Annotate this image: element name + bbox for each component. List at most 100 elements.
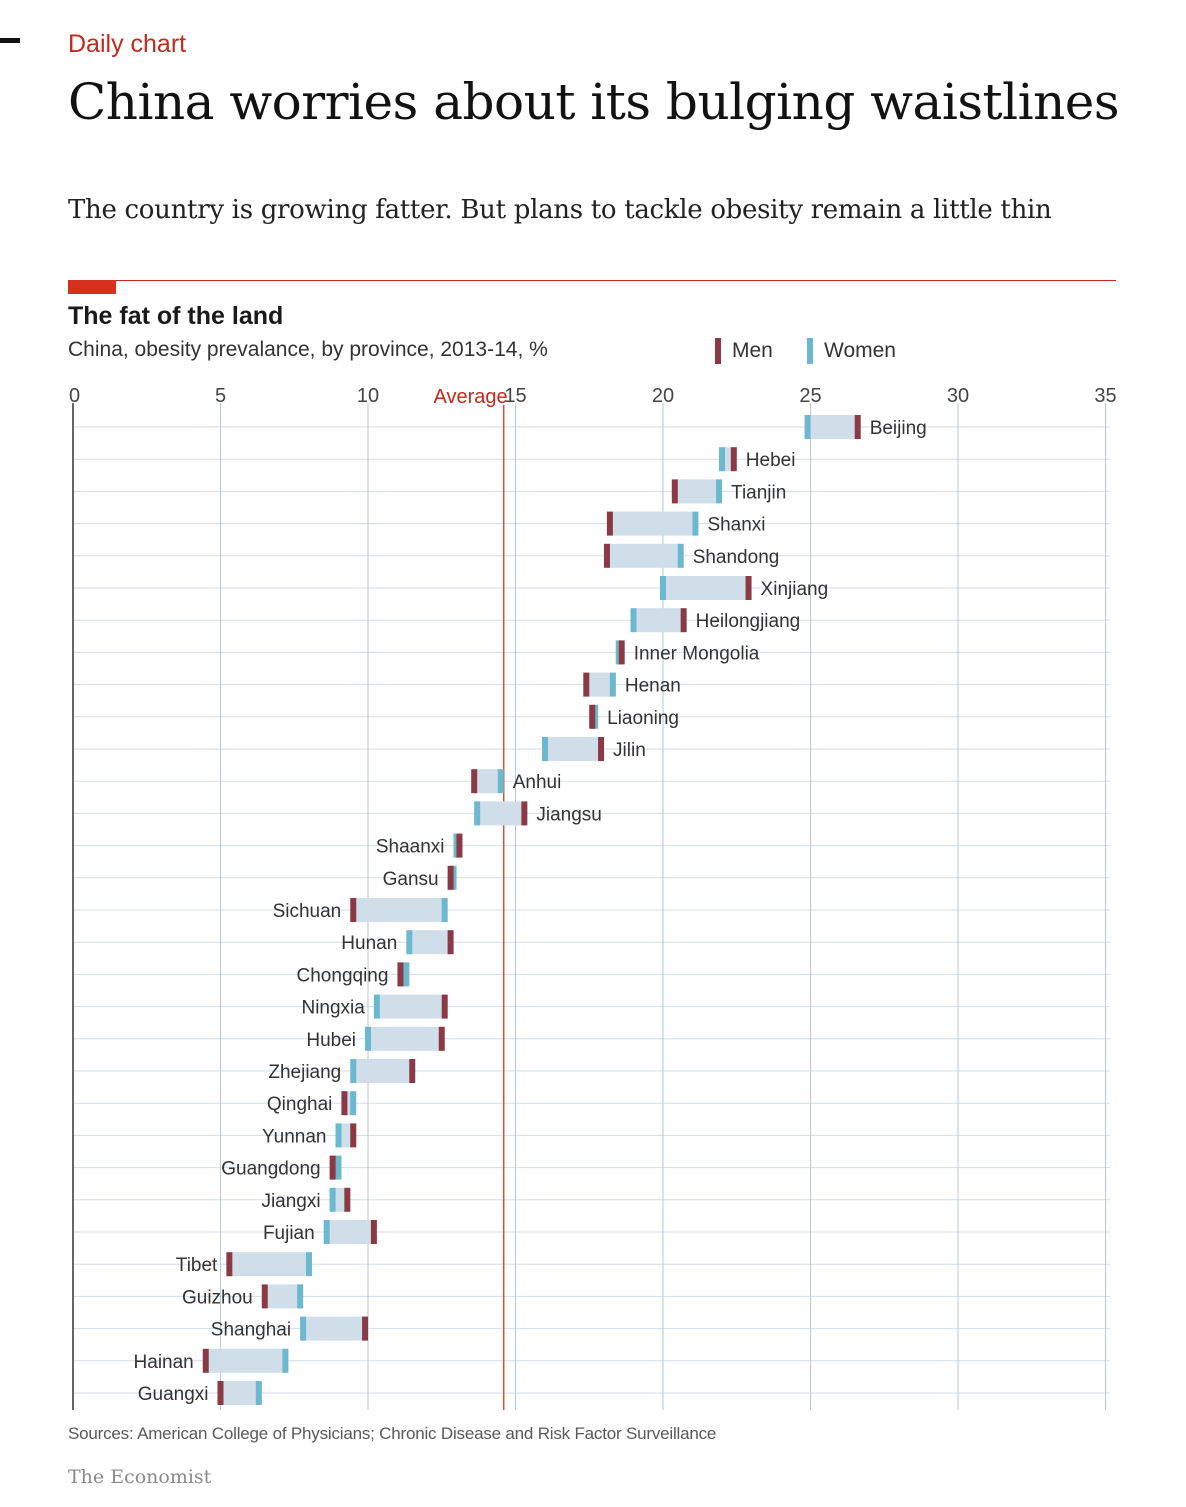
- women-marker: [630, 608, 637, 633]
- average-label: Average: [434, 386, 508, 408]
- province-label: Beijing: [870, 418, 927, 439]
- x-tick-label: 0: [69, 385, 80, 407]
- x-tick-label: 35: [1094, 385, 1116, 407]
- x-tick-label: 25: [799, 385, 821, 407]
- men-marker: [344, 1187, 351, 1212]
- province-label: Zhejiang: [268, 1062, 341, 1083]
- range-bar: [326, 1220, 374, 1244]
- men-marker: [370, 1220, 377, 1244]
- range-bar: [474, 769, 501, 794]
- women-marker: [403, 962, 410, 987]
- province-label: Ningxia: [301, 998, 365, 1019]
- legend-swatch-men: [715, 338, 721, 364]
- range-bar: [205, 1348, 286, 1373]
- brand-logo: The Economist: [68, 1466, 212, 1488]
- men-marker: [730, 447, 737, 472]
- kicker[interactable]: Daily chart: [68, 30, 187, 58]
- range-bar: [545, 737, 602, 761]
- range-bar: [220, 1381, 259, 1405]
- men-marker: [350, 1123, 357, 1148]
- standfirst: The country is growing fatter. But plans…: [68, 195, 1052, 225]
- range-bar: [264, 1284, 301, 1309]
- men-marker: [341, 1091, 348, 1116]
- province-label: Heilongjiang: [696, 611, 801, 632]
- men-marker: [202, 1348, 209, 1373]
- province-label: Shandong: [693, 547, 780, 568]
- men-marker: [854, 415, 861, 439]
- province-label: Henan: [625, 676, 681, 697]
- province-label: Guizhou: [182, 1287, 253, 1308]
- men-marker: [329, 1155, 336, 1180]
- men-marker: [362, 1316, 369, 1341]
- province-label: Jiangxi: [261, 1191, 320, 1212]
- women-marker: [692, 511, 699, 536]
- women-marker: [406, 930, 413, 955]
- range-bar: [609, 511, 696, 536]
- men-marker: [603, 543, 610, 568]
- men-marker: [409, 1059, 416, 1083]
- range-bar: [353, 1059, 413, 1083]
- men-marker: [745, 576, 752, 600]
- province-label: Tibet: [176, 1255, 218, 1276]
- women-marker: [542, 737, 548, 761]
- province-label: Shanghai: [211, 1320, 291, 1341]
- legend-item-men: Men: [715, 338, 773, 364]
- legend-swatch-women: [807, 338, 813, 364]
- range-bar: [368, 1026, 442, 1051]
- province-label: Guangxi: [138, 1384, 209, 1405]
- x-tick-label: 5: [215, 385, 226, 407]
- x-tick-label: 30: [947, 385, 969, 407]
- men-marker: [441, 994, 448, 1019]
- men-marker: [583, 672, 590, 697]
- province-label: Xinjiang: [761, 579, 829, 600]
- province-label: Fujian: [263, 1223, 315, 1244]
- women-marker: [497, 769, 504, 794]
- men-marker: [671, 479, 678, 504]
- women-marker: [677, 543, 684, 568]
- men-marker: [606, 511, 613, 536]
- women-marker: [335, 1123, 342, 1148]
- province-label: Shanxi: [707, 515, 765, 536]
- women-marker: [373, 994, 380, 1019]
- men-marker: [447, 930, 454, 955]
- x-tick-label: 10: [357, 385, 379, 407]
- sources-note: Sources: American College of Physicians;…: [68, 1424, 717, 1443]
- women-marker: [323, 1220, 330, 1244]
- range-bar: [344, 1091, 354, 1116]
- province-label: Hunan: [341, 933, 397, 954]
- men-marker: [471, 769, 478, 794]
- men-marker: [397, 962, 404, 987]
- men-marker: [447, 865, 454, 890]
- range-bar: [586, 672, 613, 697]
- women-marker: [329, 1187, 336, 1212]
- women-marker: [350, 1059, 357, 1083]
- range-bar: [633, 608, 684, 633]
- chart-red-tag: [68, 280, 116, 294]
- men-marker: [438, 1026, 445, 1051]
- women-marker: [306, 1252, 312, 1277]
- men-marker: [589, 704, 596, 729]
- men-marker: [217, 1381, 224, 1405]
- province-label: Qinghai: [267, 1094, 333, 1115]
- women-marker: [804, 415, 811, 439]
- province-label: Hebei: [746, 450, 796, 471]
- men-marker: [261, 1284, 268, 1309]
- men-marker: [456, 833, 463, 858]
- women-marker: [300, 1316, 307, 1341]
- corner-mark: [0, 38, 20, 43]
- province-label: Tianjin: [731, 482, 786, 503]
- women-marker: [474, 801, 481, 826]
- range-bar: [332, 1187, 348, 1212]
- province-label: Hainan: [134, 1352, 194, 1373]
- x-tick-label: 20: [652, 385, 674, 407]
- legend-label-women: Women: [824, 339, 896, 362]
- range-bar: [606, 543, 681, 568]
- women-marker: [660, 576, 666, 600]
- province-label: Jilin: [613, 740, 646, 761]
- x-tick-label: 15: [504, 385, 526, 407]
- province-label: Anhui: [513, 772, 562, 793]
- range-bar: [674, 479, 720, 504]
- range-bar: [229, 1252, 309, 1277]
- range-bar: [807, 415, 858, 439]
- women-marker: [609, 672, 616, 697]
